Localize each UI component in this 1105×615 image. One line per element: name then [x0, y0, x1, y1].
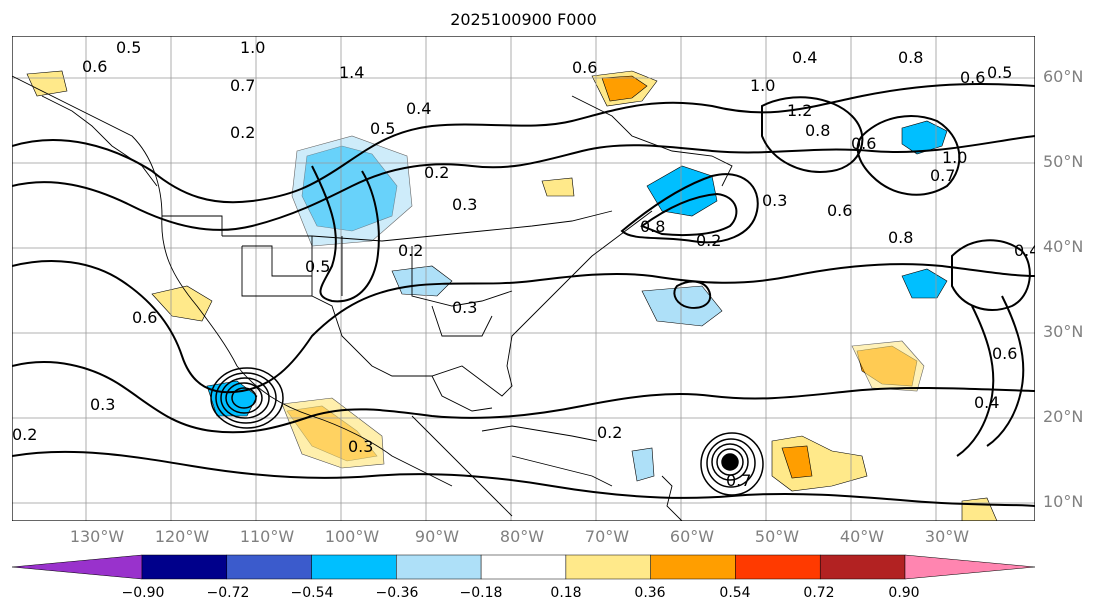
contour-label: 0.2 — [424, 163, 449, 182]
contour-label: 0.4 — [974, 393, 999, 412]
lon-label-120w: 120°W — [154, 527, 210, 546]
colorbar-segment — [904, 554, 1035, 580]
contour-label: 0.8 — [805, 121, 830, 140]
colorbar-segment — [565, 554, 651, 580]
contour-label: 0.6 — [960, 68, 985, 87]
contour-label: 1.0 — [750, 76, 775, 95]
colorbar-segment — [735, 554, 821, 580]
colorbar-segment — [819, 554, 906, 580]
lon-label-130w: 130°W — [69, 527, 125, 546]
contour-label: 0.6 — [851, 134, 876, 153]
shade-orange-core — [781, 445, 813, 479]
contour-label: 0.5 — [305, 257, 330, 276]
lon-label-40w: 40°W — [839, 527, 885, 546]
contour-label: 0.4 — [792, 48, 817, 67]
colorbar — [12, 554, 1035, 580]
contour-label: 0.8 — [640, 217, 665, 236]
contour-label: 0.6 — [572, 58, 597, 77]
contour-label: 0.2 — [230, 123, 255, 142]
lat-label-20n: 20°N — [1043, 407, 1084, 426]
shade-lightblue-ohio — [391, 265, 453, 297]
contour-label: 1.2 — [787, 101, 812, 120]
vortex-mexico — [210, 367, 284, 429]
shade-blue-newengland — [646, 165, 718, 217]
contour-label: 0.3 — [90, 395, 115, 414]
lat-label-50n: 50°N — [1043, 152, 1084, 171]
contour-label: 1.4 — [339, 63, 364, 82]
colorbar-segment — [12, 554, 143, 580]
shade-yellow-pacmex — [281, 397, 385, 469]
lon-label-50w: 50°W — [754, 527, 800, 546]
contour-label: 0.2 — [398, 241, 423, 260]
colorbar-tick: −0.18 — [459, 585, 503, 601]
contour-label: 0.2 — [597, 423, 622, 442]
graticule — [12, 36, 1035, 521]
shade-orange-labrador — [601, 75, 648, 102]
map-title: 2025100900 F000 — [450, 10, 597, 29]
contour-label: 0.3 — [348, 437, 373, 456]
contour-label: 0.5 — [116, 38, 141, 57]
contour-label: 0.6 — [132, 308, 157, 327]
colorbar-tick: 0.18 — [550, 585, 582, 601]
lat-label-60n: 60°N — [1043, 67, 1084, 86]
contour-label: 0.7 — [930, 166, 955, 185]
colorbar-tick: −0.36 — [375, 585, 419, 601]
shade-yellow-gulf — [541, 177, 575, 197]
contour-label: 0.2 — [12, 425, 37, 444]
lon-label-110w: 110°W — [239, 527, 295, 546]
contour-label: 1.0 — [942, 148, 967, 167]
lon-label-90w: 90°W — [414, 527, 460, 546]
map-panel: 0.5 1.0 0.6 0.7 0.2 1.4 0.4 0.5 0.2 0.5 … — [12, 36, 1035, 521]
lat-label-10n: 10°N — [1043, 492, 1084, 511]
contour-label-group: 0.5 1.0 0.6 0.7 0.2 1.4 0.4 0.5 0.2 0.5 … — [12, 38, 1035, 490]
colorbar-segment — [480, 554, 567, 580]
lat-label-40n: 40°N — [1043, 237, 1084, 256]
coastlines — [12, 75, 733, 521]
contour-label: 0.6 — [827, 201, 852, 220]
lon-label-100w: 100°W — [324, 527, 380, 546]
contour-label: 0.3 — [452, 298, 477, 317]
lon-label-30w: 30°W — [924, 527, 970, 546]
contour-label: 0.8 — [888, 228, 913, 247]
contour-label: 0.5 — [370, 119, 395, 138]
contour-label: 0.6 — [82, 57, 107, 76]
lon-label-80w: 80°W — [499, 527, 545, 546]
colorbar-tick: 0.54 — [719, 585, 751, 601]
shade-yellow-atl-east — [851, 340, 925, 392]
colorbar-tick: 0.36 — [634, 585, 666, 601]
colorbar-tick: −0.90 — [121, 585, 165, 601]
lon-label-70w: 70°W — [584, 527, 630, 546]
contour-label: 1.0 — [240, 38, 265, 57]
vortex-hurricane — [700, 432, 764, 496]
contour-label: 0.5 — [987, 63, 1012, 82]
contour-lines — [12, 83, 1035, 507]
shade-lightblue-plains — [291, 135, 413, 247]
colorbar-segment — [396, 554, 482, 580]
contour-label: 0.7 — [726, 471, 751, 490]
colorbar-segment — [226, 554, 312, 580]
contour-label: 0.2 — [696, 231, 721, 250]
contour-label: 0.3 — [452, 195, 477, 214]
lon-label-60w: 60°W — [669, 527, 715, 546]
colorbar-tick: −0.72 — [206, 585, 250, 601]
shade-yellow-alaska — [26, 70, 68, 97]
contour-label: 0.7 — [230, 76, 255, 95]
lat-label-30n: 30°N — [1043, 322, 1084, 341]
colorbar-tick: 0.90 — [888, 585, 920, 601]
contour-label: 0.6 — [992, 344, 1017, 363]
contour-label: 0.8 — [898, 48, 923, 67]
colorbar-tick: −0.54 — [290, 585, 334, 601]
contour-label: 0.4 — [406, 99, 431, 118]
colorbar-segment — [650, 554, 736, 580]
colorbar-segment — [311, 554, 397, 580]
contour-label: 0.4 — [1014, 241, 1035, 260]
colorbar-segment — [141, 554, 228, 580]
colorbar-tick: 0.72 — [803, 585, 835, 601]
shade-yellow-baja — [151, 285, 213, 322]
contour-label: 0.3 — [762, 191, 787, 210]
shade-lightblue-carib — [631, 447, 655, 482]
